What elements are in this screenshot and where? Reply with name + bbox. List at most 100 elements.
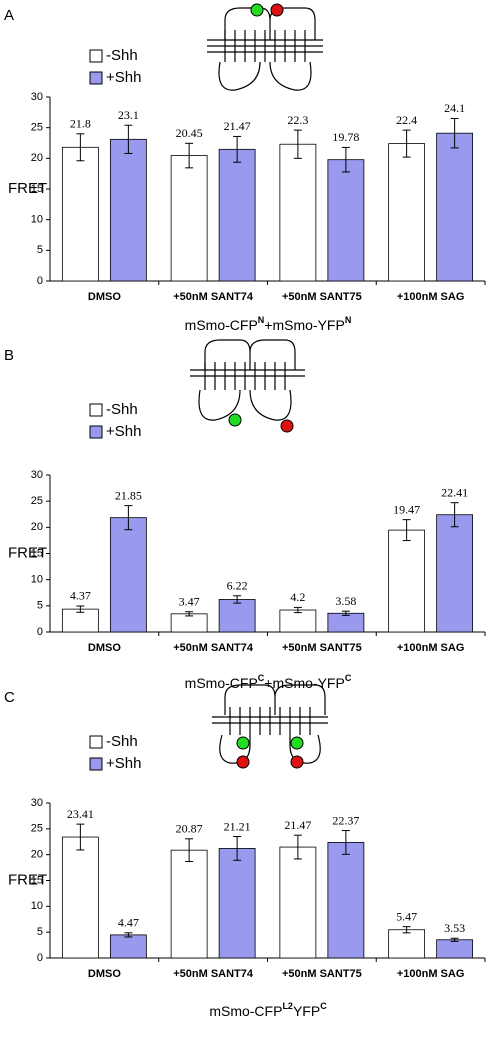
panel-label: C — [4, 689, 15, 706]
error-bar — [450, 502, 459, 528]
y-tick-label: 25 — [31, 823, 43, 835]
error-bar — [185, 611, 194, 617]
error-bar — [76, 133, 85, 162]
error-bar — [341, 610, 350, 616]
value-label: 21.8 — [70, 117, 91, 131]
panel-label: A — [4, 7, 14, 24]
x-axis-title-part: N — [258, 315, 265, 325]
bar — [436, 132, 474, 282]
value-label: 21.47 — [224, 119, 251, 133]
bar — [327, 612, 365, 633]
bar — [279, 609, 317, 633]
bar — [436, 514, 474, 633]
x-tick-label: DMSO — [88, 642, 121, 654]
bar — [218, 848, 256, 959]
value-label: 23.1 — [118, 108, 139, 122]
legend-swatch — [89, 425, 103, 439]
value-label: 6.22 — [227, 579, 248, 593]
bar — [279, 143, 317, 282]
x-tick-label: +100nM SAG — [397, 642, 465, 654]
error-bar — [185, 838, 194, 863]
error-bar — [76, 823, 85, 851]
bar — [327, 159, 365, 282]
error-bar — [233, 135, 242, 163]
x-axis-title-part: C — [320, 1001, 327, 1011]
y-tick-label: 10 — [31, 574, 43, 586]
bar — [170, 849, 208, 959]
value-label: 5.47 — [396, 909, 417, 923]
bar — [61, 836, 99, 959]
y-tick-label: 5 — [37, 244, 43, 256]
x-axis-title-part: mSmo-CFP — [209, 1003, 282, 1019]
error-bar — [450, 117, 459, 149]
bar — [170, 155, 208, 282]
legend-label: -Shh — [106, 733, 138, 750]
x-axis-title-part: N — [345, 315, 352, 325]
error-bar — [293, 834, 302, 860]
x-tick-label: +50nM SANT74 — [173, 968, 254, 980]
legend-swatch — [89, 71, 103, 85]
value-label: 22.37 — [332, 813, 359, 827]
error-bar — [293, 129, 302, 159]
x-axis-title-part: +mSmo-YFP — [264, 675, 345, 691]
y-axis-title: FRET — [8, 871, 47, 888]
legend-label: +Shh — [106, 423, 141, 440]
y-tick-label: 25 — [31, 122, 43, 134]
schematic-c — [212, 684, 328, 769]
bar — [218, 148, 256, 282]
bar — [279, 846, 317, 959]
error-bar — [341, 146, 350, 173]
error-bar — [341, 830, 350, 855]
legend-swatch — [89, 403, 103, 417]
value-label: 21.21 — [224, 819, 251, 833]
error-bar — [402, 926, 411, 934]
error-bar — [402, 129, 411, 158]
legend-swatch — [89, 757, 103, 771]
y-tick-label: 30 — [31, 797, 43, 809]
y-tick-label: 0 — [37, 952, 43, 964]
value-label: 22.41 — [441, 485, 468, 499]
y-tick-label: 20 — [31, 849, 43, 861]
y-tick-label: 10 — [31, 900, 43, 912]
x-axis-title-part: L2 — [282, 1001, 293, 1011]
y-tick-label: 20 — [31, 152, 43, 164]
x-tick-label: DMSO — [88, 291, 121, 303]
x-axis-title: mSmo-CFPL2YFPC — [209, 1001, 327, 1018]
error-bar — [185, 142, 194, 169]
value-label: 24.1 — [444, 101, 465, 115]
bar — [436, 939, 474, 959]
bar — [109, 138, 147, 282]
x-tick-label: DMSO — [88, 968, 121, 980]
y-tick-label: 15 — [31, 183, 43, 195]
error-bar — [124, 124, 133, 154]
y-tick-label: 0 — [37, 626, 43, 638]
x-axis-title-part: C — [345, 673, 352, 683]
panel-label: B — [4, 347, 14, 364]
y-tick-label: 10 — [31, 214, 43, 226]
value-label: 3.47 — [179, 594, 200, 608]
y-axis-title: FRET — [8, 544, 47, 561]
error-bar — [450, 937, 459, 942]
x-tick-label: +50nM SANT75 — [282, 291, 362, 303]
bar — [61, 146, 99, 282]
value-label: 21.47 — [284, 818, 311, 832]
y-tick-label: 5 — [37, 926, 43, 938]
schematic-b — [190, 339, 305, 433]
x-tick-label: +50nM SANT75 — [282, 968, 362, 980]
y-tick-label: 20 — [31, 521, 43, 533]
y-tick-label: 25 — [31, 495, 43, 507]
x-axis-title-part: mSmo-CFP — [185, 317, 258, 333]
x-tick-label: +50nM SANT74 — [173, 642, 254, 654]
value-label: 20.87 — [176, 822, 203, 836]
legend-label: +Shh — [106, 755, 141, 772]
x-tick-label: +100nM SAG — [397, 291, 465, 303]
y-tick-label: 15 — [31, 547, 43, 559]
y-tick-label: 0 — [37, 275, 43, 287]
error-bar — [293, 606, 302, 614]
value-label: 22.4 — [396, 113, 417, 127]
bar — [388, 143, 426, 282]
x-tick-label: +50nM SANT74 — [173, 291, 254, 303]
value-label: 4.2 — [290, 590, 305, 604]
bar — [109, 934, 147, 959]
